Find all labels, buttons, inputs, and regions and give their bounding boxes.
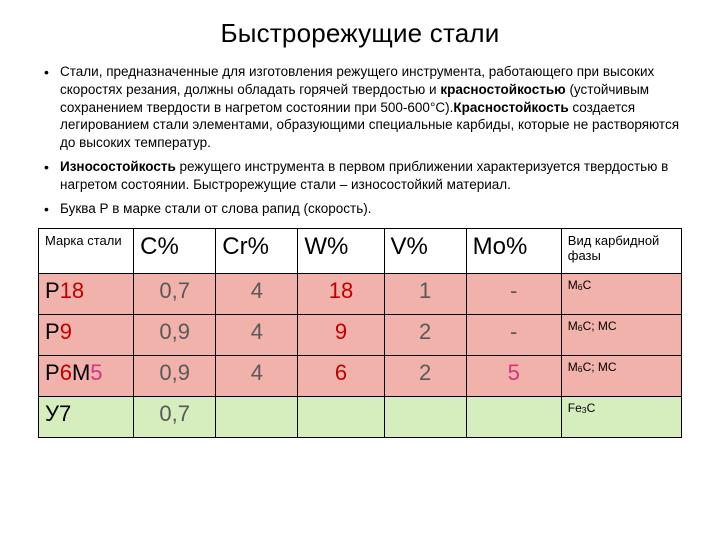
cell-value: 6: [298, 355, 384, 396]
cell-value: [466, 396, 561, 437]
col-phase: Вид карбидной фазы: [561, 228, 681, 273]
bullet-3: Буква Р в марке стали от слова рапид (ск…: [38, 200, 682, 218]
bullet-1: Стали, предназначенные для изготовления …: [38, 63, 682, 152]
cell-value: 4: [216, 355, 298, 396]
cell-phase: М6С: [561, 273, 681, 314]
cell-value: 2: [384, 355, 466, 396]
table-row: Р180,74181-М6С: [39, 273, 682, 314]
col-mo: Mo%: [466, 228, 561, 273]
cell-value: 0,9: [134, 355, 216, 396]
cell-phase: М6С; МС: [561, 314, 681, 355]
cell-value: 0,7: [134, 273, 216, 314]
slide: Быстрорежущие стали Стали, предназначенн…: [0, 0, 720, 540]
cell-value: 9: [298, 314, 384, 355]
cell-value: 1: [384, 273, 466, 314]
cell-value: 4: [216, 273, 298, 314]
cell-value: -: [466, 273, 561, 314]
steel-table: Марка стали C% Cr% W% V% Mo% Вид карбидн…: [38, 228, 682, 438]
col-c: C%: [134, 228, 216, 273]
cell-grade: Р9: [39, 314, 134, 355]
cell-value: [298, 396, 384, 437]
bullet-list: Стали, предназначенные для изготовления …: [38, 63, 682, 218]
cell-value: [384, 396, 466, 437]
table-header-row: Марка стали C% Cr% W% V% Mo% Вид карбидн…: [39, 228, 682, 273]
cell-grade: У7: [39, 396, 134, 437]
cell-value: 4: [216, 314, 298, 355]
cell-grade: Р18: [39, 273, 134, 314]
cell-value: [216, 396, 298, 437]
cell-value: 0,7: [134, 396, 216, 437]
bullet-2-em: Износостойкость: [60, 159, 176, 174]
col-w: W%: [298, 228, 384, 273]
bullet-3-text: Буква Р в марке стали от слова рапид (ск…: [60, 201, 372, 216]
col-cr: Cr%: [216, 228, 298, 273]
cell-grade: Р6М5: [39, 355, 134, 396]
cell-value: 18: [298, 273, 384, 314]
table-row: Р6М50,94625М6С; МС: [39, 355, 682, 396]
bullet-1-em2: Красностойкость: [453, 100, 568, 115]
bullet-1-em1: красностойкостью: [440, 82, 565, 97]
col-v: V%: [384, 228, 466, 273]
table-row: Р90,9492-М6С; МС: [39, 314, 682, 355]
cell-value: 5: [466, 355, 561, 396]
bullet-2: Износостойкость режущего инструмента в п…: [38, 158, 682, 194]
cell-value: 2: [384, 314, 466, 355]
page-title: Быстрорежущие стали: [38, 18, 682, 49]
cell-phase: М6С; МС: [561, 355, 681, 396]
cell-value: -: [466, 314, 561, 355]
cell-value: 0,9: [134, 314, 216, 355]
table-row: У70,7 Fe3C: [39, 396, 682, 437]
col-grade: Марка стали: [39, 228, 134, 273]
cell-phase: Fe3C: [561, 396, 681, 437]
